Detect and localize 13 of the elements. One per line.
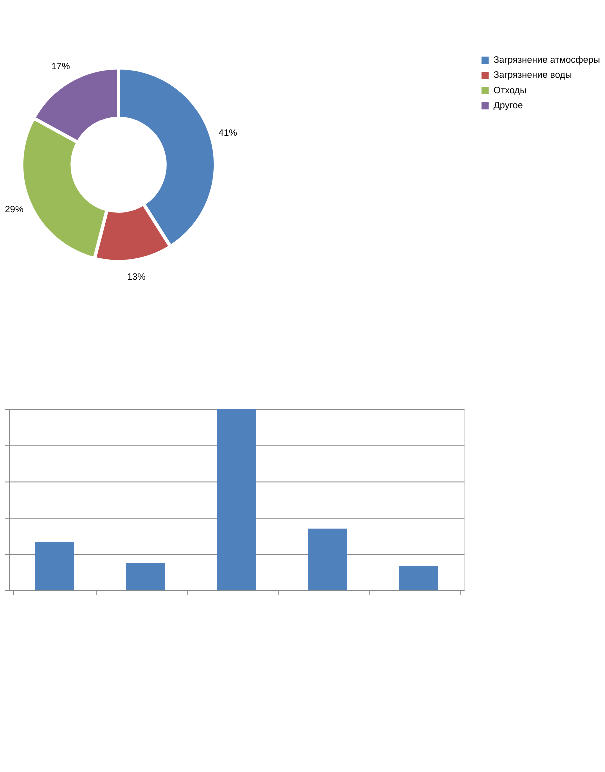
bar [217, 409, 256, 591]
legend-label: Загрязнение воды [494, 70, 572, 80]
legend-label: Другое [494, 100, 524, 111]
legend-label: Отходы [494, 85, 527, 96]
bar [308, 528, 348, 591]
data-label: 29% [5, 204, 24, 215]
legend-label: Загрязнение атмосферы [494, 55, 600, 66]
bar [126, 564, 166, 591]
data-label: 41% [218, 128, 238, 138]
data-label: 13% [127, 272, 146, 282]
bar [35, 542, 74, 591]
bar [399, 566, 438, 591]
data-label: 17% [52, 62, 70, 72]
